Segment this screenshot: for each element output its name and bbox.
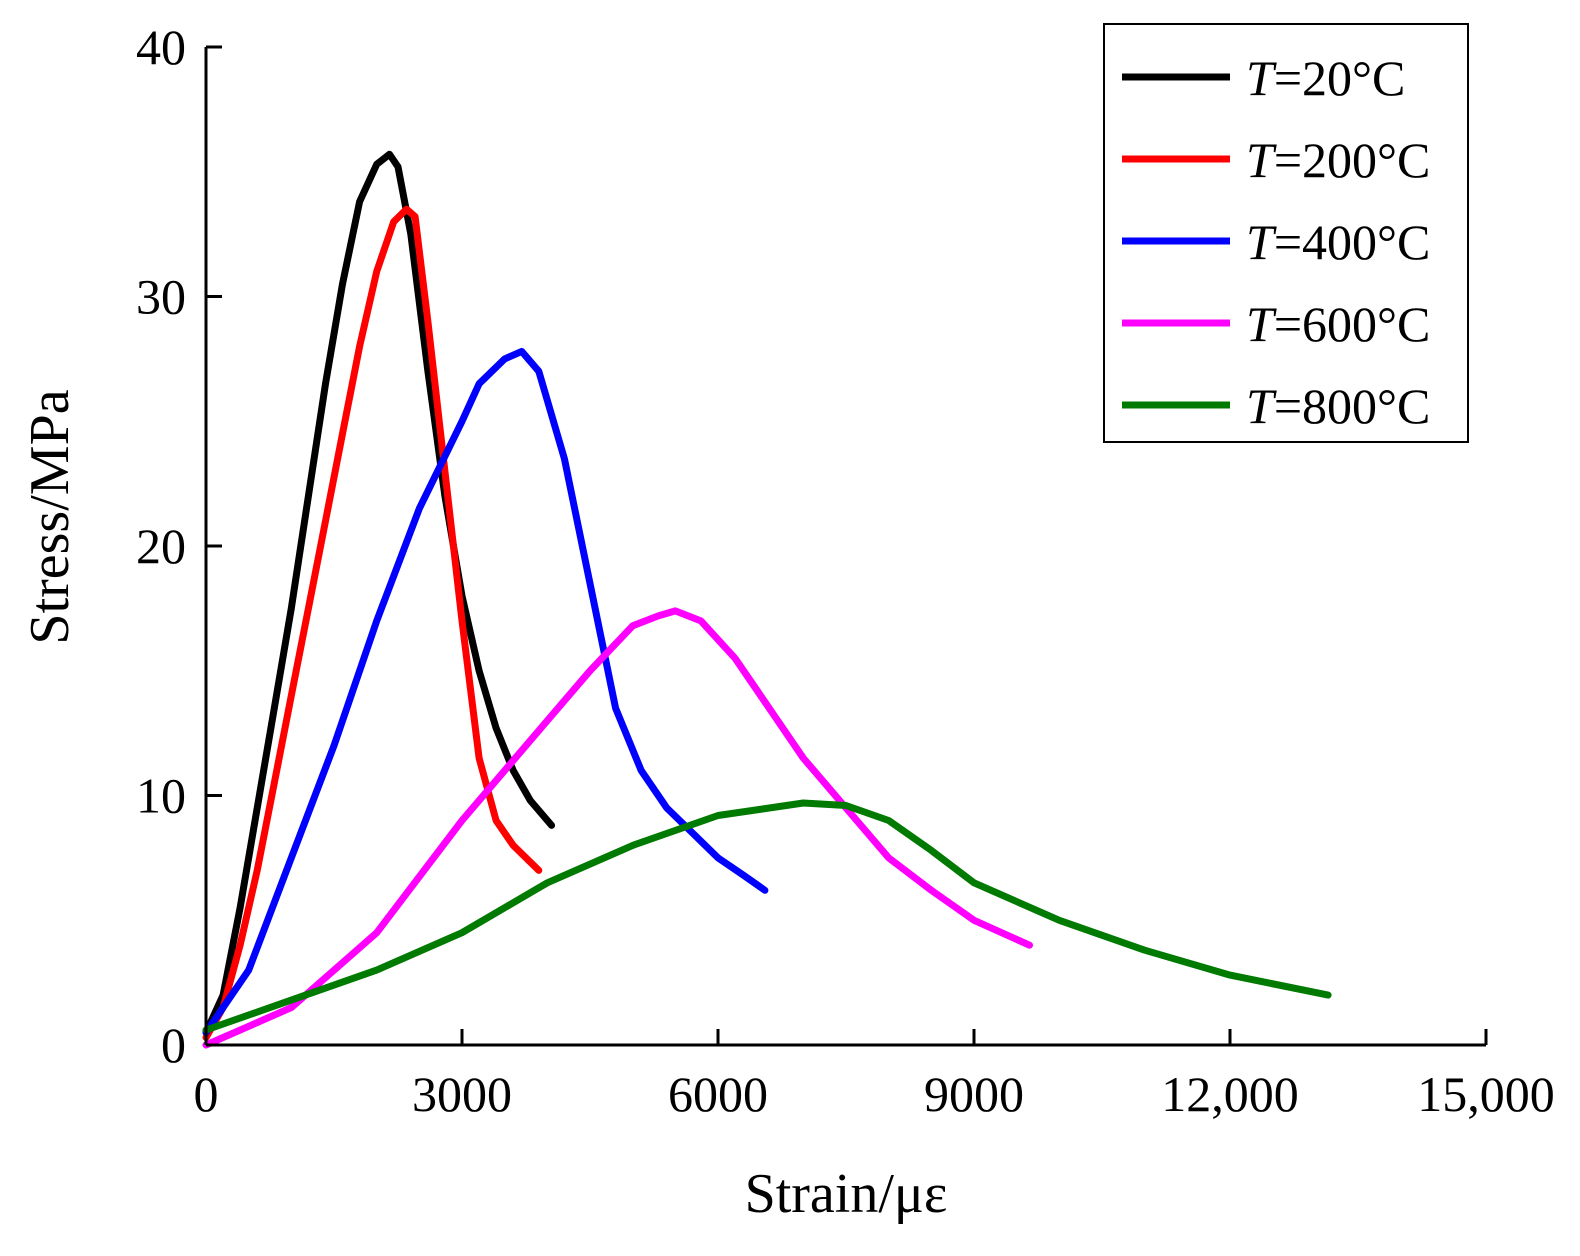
legend-value: =400°C — [1274, 214, 1431, 270]
y-tick-label: 20 — [136, 518, 186, 574]
legend-label-0: T=20°C — [1246, 50, 1405, 106]
legend-variable: T — [1246, 378, 1277, 434]
legend-label-2: T=400°C — [1246, 214, 1430, 270]
x-tick-label: 15,000 — [1417, 1066, 1555, 1122]
series-line-4 — [202, 799, 1332, 1034]
legend: T=20°CT=200°CT=400°CT=600°CT=800°C — [1103, 23, 1469, 443]
series-line-3 — [202, 607, 1033, 1049]
legend-label-4: T=800°C — [1246, 378, 1430, 434]
legend-value: =200°C — [1274, 132, 1431, 188]
legend-value: =600°C — [1274, 296, 1431, 352]
y-tick-label: 30 — [136, 269, 186, 325]
x-tick-label: 12,000 — [1161, 1066, 1299, 1122]
x-axis-title: Strain/με — [745, 1163, 948, 1225]
series-line-1 — [202, 205, 543, 1041]
series-layer — [202, 150, 1332, 1049]
x-tick-label: 9000 — [924, 1066, 1024, 1122]
legend-label-1: T=200°C — [1246, 132, 1430, 188]
legend-variable: T — [1246, 214, 1277, 270]
legend-variable: T — [1246, 296, 1277, 352]
ticks-layer: 0 3000 6000 9000 12,000 15,000 0 10 20 30 40 — [136, 19, 1555, 1122]
x-tick-label: 0 — [194, 1066, 219, 1122]
x-tick-label: 3000 — [412, 1066, 512, 1122]
legend-value: =20°C — [1274, 50, 1406, 106]
y-axis-title: Stress/MPa — [19, 389, 81, 644]
legend-value: =800°C — [1274, 378, 1431, 434]
x-tick-label: 6000 — [668, 1066, 768, 1122]
y-tick-label: 10 — [136, 768, 186, 824]
series-line-0 — [202, 150, 556, 1036]
y-tick-label: 40 — [136, 19, 186, 75]
legend-variable: T — [1246, 132, 1277, 188]
legend-variable: T — [1246, 50, 1277, 106]
y-tick-label: 0 — [161, 1017, 186, 1073]
legend-label-3: T=600°C — [1246, 296, 1430, 352]
legend-box — [1103, 23, 1469, 443]
